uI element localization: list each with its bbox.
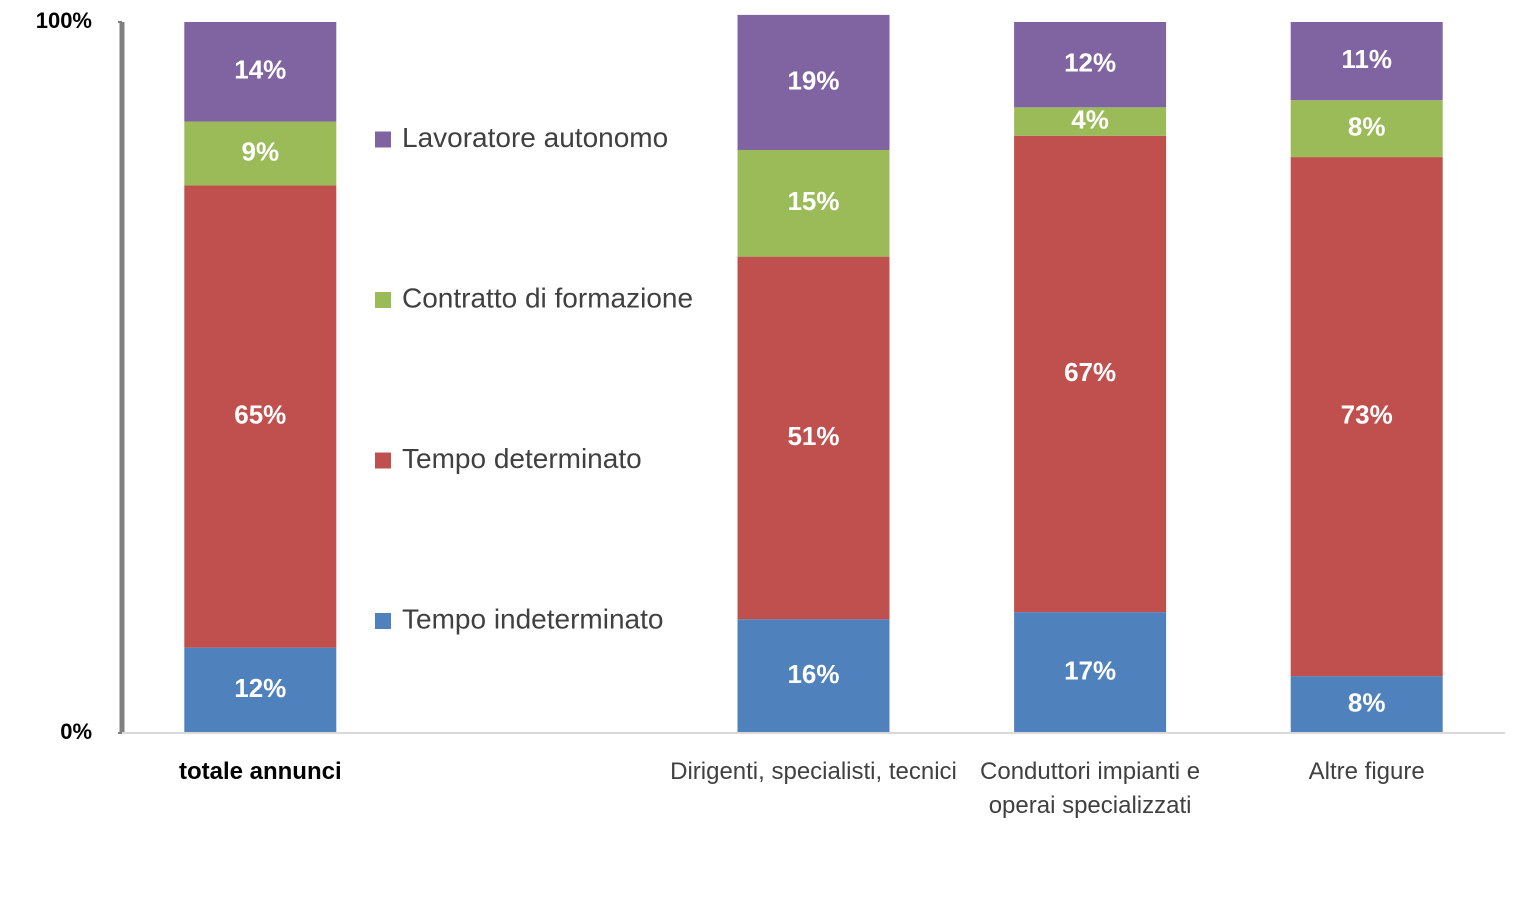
bar-segment [1290, 100, 1443, 158]
bar-segment [184, 121, 337, 186]
y-tick-label: 0% [60, 719, 92, 744]
bar-segment [1014, 22, 1167, 108]
bar-segment [184, 22, 337, 122]
x-tick-label: Dirigenti, specialisti, tecnici [670, 758, 957, 785]
legend-swatch [375, 613, 391, 629]
bar-segment [1014, 135, 1167, 613]
legend-swatch [375, 131, 391, 148]
legend-label: Tempo determinato [402, 443, 642, 474]
bar-segment [1290, 676, 1443, 733]
data-label: 19% [787, 65, 839, 95]
legend-label: Lavoratore autonomo [402, 122, 668, 153]
legend-swatch [375, 452, 391, 469]
data-label: 67% [1064, 357, 1116, 387]
x-tick-label: Altre figure [1308, 758, 1425, 785]
data-label: 17% [1064, 655, 1116, 685]
bar-segment [737, 619, 890, 733]
data-label: 51% [787, 421, 839, 451]
bar-segment [737, 149, 890, 257]
legend-swatch [375, 292, 391, 308]
bar-segment [184, 185, 337, 648]
data-label: 15% [787, 186, 839, 216]
bar-segment [1014, 107, 1167, 136]
x-tick-label: Conduttori impianti e operai specializza… [980, 758, 1201, 819]
legend-label: Tempo indeterminato [402, 603, 663, 634]
legend-label: Contratto di formazione [402, 282, 693, 313]
data-label: 12% [1064, 48, 1116, 78]
bar-segment [1290, 157, 1443, 677]
bar-segment [737, 256, 890, 620]
bar-segment [737, 14, 890, 150]
data-label: 11% [1341, 44, 1392, 74]
y-tick-label: 100% [36, 8, 92, 33]
data-label: 73% [1341, 399, 1393, 429]
data-label: 65% [234, 399, 286, 429]
bar-segment [184, 647, 337, 733]
x-tick-label: totale annunci [178, 758, 342, 785]
bar-segment [1014, 612, 1167, 733]
data-label: 9% [242, 136, 280, 166]
data-label: 16% [787, 659, 839, 689]
data-label: 14% [234, 55, 286, 85]
data-label: 8% [1348, 112, 1386, 142]
data-label: 4% [1071, 104, 1109, 134]
data-label: 12% [234, 673, 286, 703]
bar-segment [1290, 22, 1443, 101]
data-label: 8% [1348, 687, 1386, 717]
